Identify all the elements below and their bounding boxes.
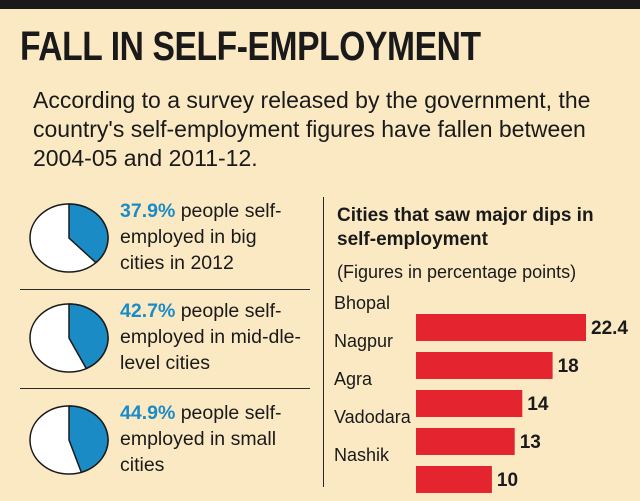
value-label-vadodara: 13 <box>520 432 541 453</box>
stat-description: people self-employed in small cities <box>120 402 282 476</box>
category-label-nagpur: Nagpur <box>334 331 393 351</box>
category-label-vadodara: Vadodara <box>334 407 412 427</box>
stat-text-mid-cities: 42.7% people self-employed in mid-dle-le… <box>120 298 305 376</box>
value-label-bhopal: 22.4 <box>591 318 628 339</box>
top-rule <box>0 0 640 9</box>
pie-icon-mid-cities <box>29 303 109 373</box>
chart-subtitle: (Figures in percentage points) <box>337 262 577 282</box>
stat-percent: 44.9% <box>120 402 176 424</box>
page-title: FALL IN SELF-EMPLOYMENT <box>20 23 481 69</box>
value-label-nagpur: 18 <box>558 356 579 377</box>
stat-text-big-cities: 37.9% people self-employed in big cities… <box>120 198 305 276</box>
value-label-agra: 14 <box>527 394 549 415</box>
column-divider <box>323 197 324 487</box>
category-label-nashik: Nashik <box>334 445 390 465</box>
stat-divider <box>20 289 310 290</box>
bar-agra <box>416 390 523 417</box>
category-label-bhopal: Bhopal <box>334 293 390 313</box>
stat-big-cities: 37.9% people self-employed in big cities… <box>20 196 310 282</box>
pie-icon-small-cities <box>29 405 109 475</box>
pie-icon-big-cities <box>29 203 109 273</box>
stat-percent: 42.7% <box>120 300 176 322</box>
category-label-agra: Agra <box>334 369 373 389</box>
stat-description: people self-employed in big cities in 20… <box>120 200 282 274</box>
bar-nashik <box>416 466 492 493</box>
bar-bhopal <box>416 314 586 341</box>
stat-mid-cities: 42.7% people self-employed in mid-dle-le… <box>20 296 310 382</box>
stat-text-small-cities: 44.9% people self-employed in small citi… <box>120 400 305 478</box>
stat-small-cities: 44.9% people self-employed in small citi… <box>20 398 310 484</box>
stat-percent: 37.9% <box>120 200 176 222</box>
value-label-nashik: 10 <box>497 470 518 491</box>
chart-title: Cities that saw major dips in self-emplo… <box>337 205 594 250</box>
bar-nagpur <box>416 352 553 379</box>
bar-vadodara <box>416 428 515 455</box>
intro-text: According to a survey released by the go… <box>33 87 591 171</box>
bar-chart: Bhopal 22.4 Nagpur 18 Agra 14 Vadodara 13 Nashik… <box>334 293 628 493</box>
stat-divider <box>20 388 310 389</box>
stat-description: people self-employed in mid-dle-level ci… <box>120 300 301 374</box>
